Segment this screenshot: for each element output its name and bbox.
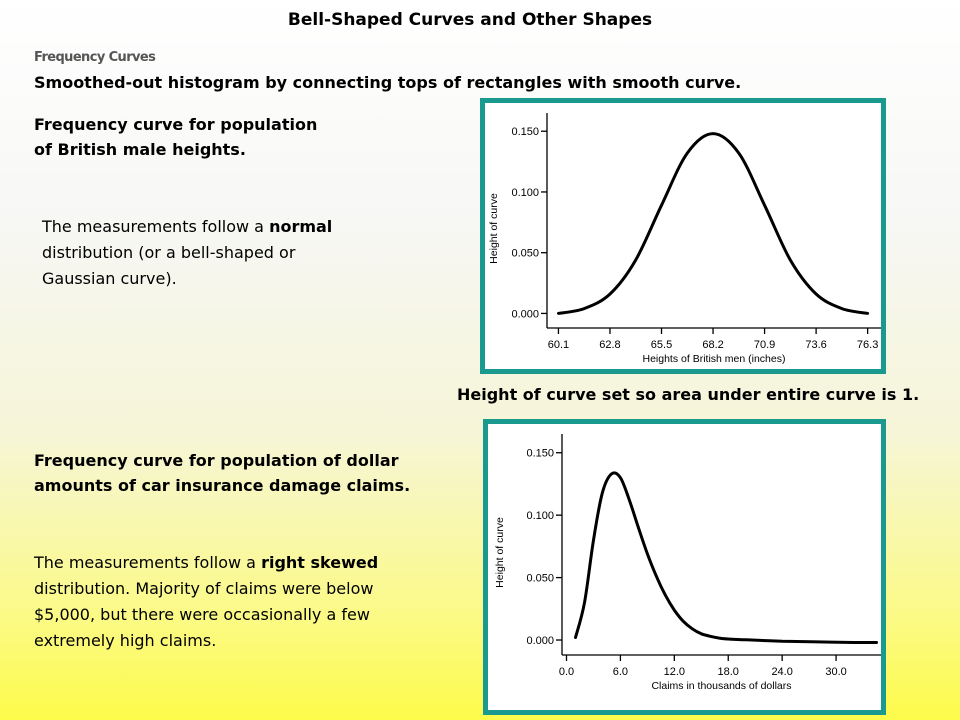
section1-desc-line2: distribution (or a bell-shaped or [42, 243, 296, 262]
section1-description: The measurements follow a normal distrib… [42, 214, 332, 292]
y-tick-label: 0.050 [526, 573, 554, 585]
x-tick-label: 6.0 [613, 666, 628, 678]
chart1-normal-curve: 0.000 0.050 0.100 0.150 60.1 62.8 65.5 68.2 70.9… [488, 113, 881, 365]
x-tick-label: 62.8 [599, 339, 620, 351]
data-curve [574, 471, 878, 645]
section2-desc-line3: $5,000, but there were occasionally a fe… [34, 605, 370, 624]
x-tick-label: 18.0 [718, 666, 739, 678]
chart2-frame: 0.000 0.050 0.100 0.150 0.0 6.0 12.0 18.0 24.0 30… [483, 419, 886, 715]
x-tick-label: 0.0 [559, 666, 574, 678]
subheading: Frequency Curves [34, 50, 156, 65]
section2-desc-text: The measurements follow a [34, 553, 262, 572]
x-tick-label: 24.0 [771, 666, 792, 678]
data-curve [557, 132, 870, 315]
y-tick-label: 0.000 [526, 635, 554, 647]
x-tick-label: 70.9 [754, 339, 775, 351]
x-tick-label: 68.2 [702, 339, 723, 351]
section2-desc-line1: The measurements follow a right skewed [34, 550, 378, 576]
chart1-caption: Height of curve set so area under entire… [457, 385, 920, 404]
section2-heading-line2: amounts of car insurance damage claims. [34, 476, 411, 495]
section2-description: The measurements follow a right skewed d… [34, 550, 378, 654]
y-tick-label: 0.000 [511, 308, 539, 320]
x-tick-label: 73.6 [805, 339, 826, 351]
section1-heading-line2: of British male heights. [34, 140, 246, 159]
section2-heading: Frequency curve for population of dollar… [34, 448, 410, 498]
y-axis-label: Height of curve [488, 193, 500, 264]
section1-desc-line3: Gaussian curve). [42, 269, 177, 288]
x-tick-label: 60.1 [548, 339, 569, 351]
y-tick-label: 0.050 [511, 248, 539, 260]
chart2-skewed-curve: 0.000 0.050 0.100 0.150 0.0 6.0 12.0 18.0 24.0 30… [494, 434, 881, 692]
chart1-frame: 0.000 0.050 0.100 0.150 60.1 62.8 65.5 68.2 70.9… [480, 98, 886, 374]
x-tick-label: 76.3 [857, 339, 878, 351]
section2-desc-emphasis: right skewed [261, 553, 379, 572]
x-axis-label: Heights of British men (inches) [643, 353, 786, 365]
x-tick-label: 30.0 [825, 666, 846, 678]
section1-heading-line1: Frequency curve for population [34, 115, 318, 134]
section2-desc-line2: distribution. Majority of claims were be… [34, 579, 374, 598]
y-tick-label: 0.100 [511, 187, 539, 199]
section1-desc-emphasis: normal [269, 217, 333, 236]
x-axis-label: Claims in thousands of dollars [651, 680, 791, 692]
y-tick-label: 0.150 [526, 448, 554, 460]
x-tick-label: 65.5 [651, 339, 672, 351]
section2-desc-line4: extremely high claims. [34, 631, 217, 650]
section1-heading: Frequency curve for population of Britis… [34, 112, 317, 162]
slide-title: Bell-Shaped Curves and Other Shapes [287, 10, 653, 30]
y-tick-label: 0.150 [511, 126, 539, 138]
section2-heading-line1: Frequency curve for population of dollar [34, 451, 399, 470]
lead-text: Smoothed-out histogram by connecting top… [34, 73, 742, 92]
section1-desc-text: The measurements follow a [42, 217, 270, 236]
x-tick-label: 12.0 [664, 666, 685, 678]
section1-desc-line1: The measurements follow a normal [42, 214, 332, 240]
y-tick-label: 0.100 [526, 510, 554, 522]
y-axis-label: Height of curve [494, 517, 506, 588]
